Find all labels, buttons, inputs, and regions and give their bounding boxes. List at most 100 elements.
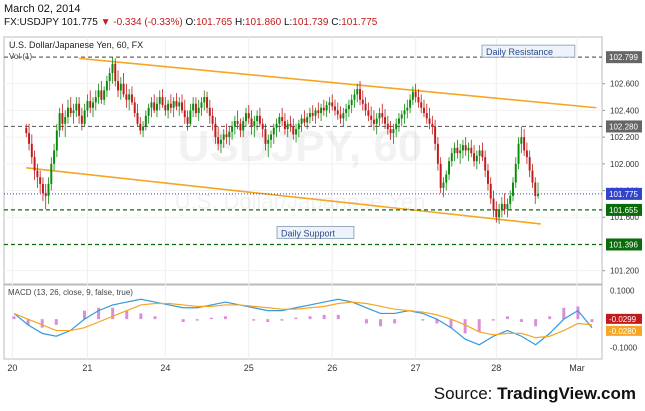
candle-body — [92, 102, 94, 108]
chart-date: March 02, 2014 — [4, 3, 81, 15]
candle-body — [428, 118, 431, 124]
candle-body — [478, 150, 481, 156]
macd-hist-bar — [125, 310, 129, 320]
macd-hist-bar — [505, 316, 509, 320]
candle-body — [406, 107, 409, 111]
candle-body — [64, 117, 67, 124]
candle-body — [219, 139, 222, 144]
candle-body — [78, 103, 81, 116]
candle-body — [69, 107, 72, 114]
candle-body — [169, 103, 172, 108]
macd-panel — [3, 284, 603, 360]
candle-body — [512, 182, 514, 196]
low-value: 101.739 — [292, 17, 329, 28]
candle-body — [486, 170, 489, 184]
candle-body — [153, 102, 156, 111]
x-tick-label: 21 — [82, 363, 92, 373]
candle-body — [364, 103, 367, 111]
level-text: Daily Support — [281, 228, 336, 238]
candle-body — [194, 103, 197, 114]
watermark-text: USDJPY, 60 — [178, 122, 423, 171]
level-price-tag — [606, 203, 642, 216]
x-tick-label: 28 — [491, 363, 501, 373]
candle-body — [456, 147, 459, 154]
candle-body — [233, 121, 236, 127]
candle-body — [231, 126, 234, 132]
candle-body — [445, 174, 448, 183]
y-tick-label: 101.200 — [610, 267, 639, 276]
candle-body — [167, 103, 170, 111]
macd-hist-bar — [139, 313, 143, 320]
macd-hist-bar — [82, 310, 86, 320]
macd-hist-bar — [209, 317, 213, 320]
level-text-box — [276, 225, 355, 239]
close-label: C: — [331, 17, 342, 28]
candle-body — [239, 123, 242, 131]
candle-body — [242, 121, 245, 131]
high-label: H: — [235, 17, 245, 28]
candle-body — [306, 117, 309, 123]
candle-body — [303, 118, 306, 123]
candle-body — [459, 150, 462, 154]
candle-body — [423, 107, 425, 114]
candle-body — [289, 123, 292, 127]
candle-body — [114, 63, 117, 82]
candle-body — [264, 129, 267, 144]
macd-tick-label: 0.1000 — [610, 287, 635, 296]
candle-body — [281, 117, 284, 122]
candle-body — [161, 97, 164, 106]
candle-body — [314, 110, 317, 116]
candle-body — [72, 110, 75, 114]
low-label: L: — [283, 17, 293, 28]
candle-body — [325, 105, 328, 111]
macd-signal-tag — [606, 325, 642, 336]
candle-body — [245, 113, 247, 122]
symbol-label[interactable]: FX:USDJPY — [4, 17, 59, 28]
candle-body — [164, 105, 167, 111]
candle-body — [214, 123, 217, 138]
candle-body — [136, 113, 139, 124]
candle-body — [431, 123, 434, 127]
macd-hist-bar — [111, 307, 115, 320]
candle-body — [53, 150, 56, 164]
candle-body — [58, 113, 61, 131]
candle-body — [44, 193, 47, 196]
macd-tick-label: -0.1000 — [610, 344, 638, 353]
y-tick-label: 102.000 — [610, 160, 639, 169]
macd-hist-bar — [40, 319, 44, 328]
candle-body — [125, 94, 128, 100]
macd-hist-bar — [280, 319, 284, 321]
candle-body — [420, 102, 423, 108]
candle-body — [311, 113, 314, 116]
candle-body — [75, 103, 78, 111]
candle-body — [28, 133, 31, 144]
candle-body — [520, 137, 523, 144]
candle-body — [489, 183, 492, 199]
macd-hist-bar — [435, 319, 439, 324]
candle-body — [300, 118, 303, 124]
ohlc-readout: FX:USDJPY 101.775 ▼ -0.334 (-0.33%) O:10… — [4, 17, 377, 28]
candle-body — [328, 102, 331, 106]
macd-hist-bar — [421, 319, 425, 321]
channel-upper-line — [79, 57, 597, 109]
candle-body — [89, 101, 92, 108]
candle-body — [250, 118, 253, 127]
candle-body — [147, 107, 150, 116]
price-chart[interactable]: 20 21 24 25 26 27 28 Mar 102.600 102.400 102.200 10… — [0, 29, 645, 381]
candle-body — [448, 161, 450, 175]
candle-body — [389, 129, 392, 134]
macd-value-tag — [606, 313, 642, 324]
candle-body — [414, 91, 417, 98]
macd-hist-bar — [97, 307, 101, 320]
macd-hist-bar — [449, 319, 453, 328]
candle-body — [509, 195, 512, 204]
x-tick-label: 27 — [411, 363, 421, 373]
candle-body — [203, 97, 206, 103]
candle-body — [467, 147, 470, 151]
candle-body — [66, 107, 69, 118]
macd-hist-bar — [252, 319, 256, 321]
candle-body — [36, 170, 39, 178]
candle-body — [275, 123, 278, 128]
candle-body — [236, 121, 239, 124]
